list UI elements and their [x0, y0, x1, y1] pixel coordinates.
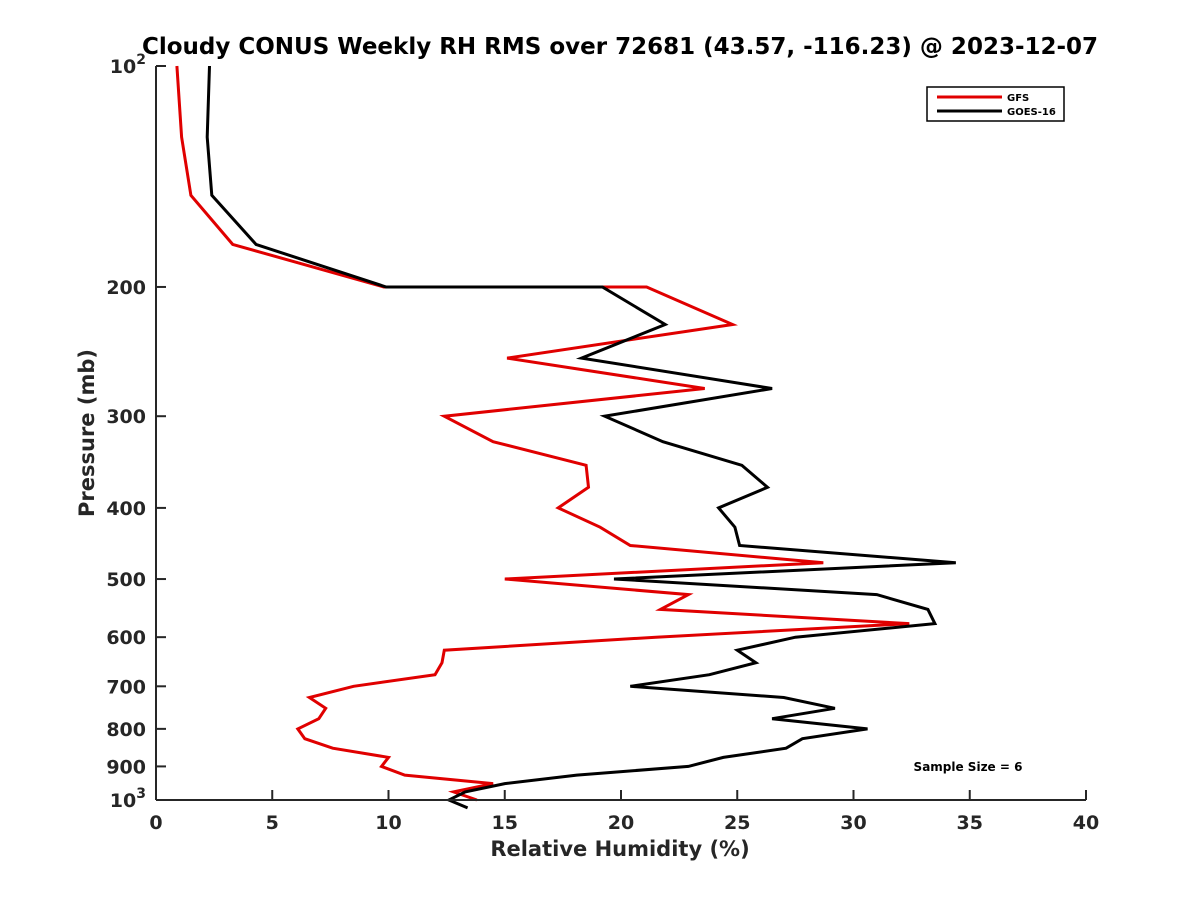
- y-tick-label: 500: [106, 569, 146, 591]
- series-line-goes-16: [205, 65, 956, 810]
- x-tick-label: 5: [266, 812, 279, 834]
- x-tick-label: 10: [375, 812, 401, 834]
- y-tick-label: 600: [106, 627, 146, 649]
- y-tick-label: 700: [106, 676, 146, 698]
- series-layer: [175, 65, 956, 810]
- legend-label: GFS: [1007, 93, 1029, 104]
- y-tick-label: 103: [110, 786, 146, 812]
- sample-size-annotation: Sample Size = 6: [914, 760, 1023, 774]
- y-tick-label: 900: [106, 756, 146, 778]
- y-tick-label: 300: [106, 406, 146, 428]
- x-tick-label: 25: [724, 812, 750, 834]
- x-tick-label: 20: [608, 812, 634, 834]
- plot-area: 0 5 10 15 20 25 30 35 40 102 200 300 400 500 600 700 800…: [106, 52, 1099, 834]
- y-tick-label: 200: [106, 277, 146, 299]
- x-tick-label: 40: [1073, 812, 1099, 834]
- x-tick-label: 15: [492, 812, 518, 834]
- x-axis-label: Relative Humidity (%): [490, 837, 749, 861]
- x-tick-label: 0: [149, 812, 162, 834]
- series-line-gfs: [175, 65, 910, 802]
- chart-title: Cloudy CONUS Weekly RH RMS over 72681 (4…: [142, 34, 1098, 60]
- y-tick-label: 800: [106, 719, 146, 741]
- y-axis-label: Pressure (mb): [75, 349, 99, 517]
- y-tick-label: 102: [110, 52, 146, 78]
- legend-label: GOES-16: [1007, 107, 1056, 118]
- x-tick-label: 30: [840, 812, 866, 834]
- legend: GFS GOES-16: [926, 86, 1065, 122]
- y-tick-label: 400: [106, 498, 146, 520]
- axes-layer: 0 5 10 15 20 25 30 35 40 102 200 300 400 500 600 700 800…: [106, 52, 1099, 834]
- legend-box: [926, 86, 1065, 122]
- x-tick-label: 35: [957, 812, 983, 834]
